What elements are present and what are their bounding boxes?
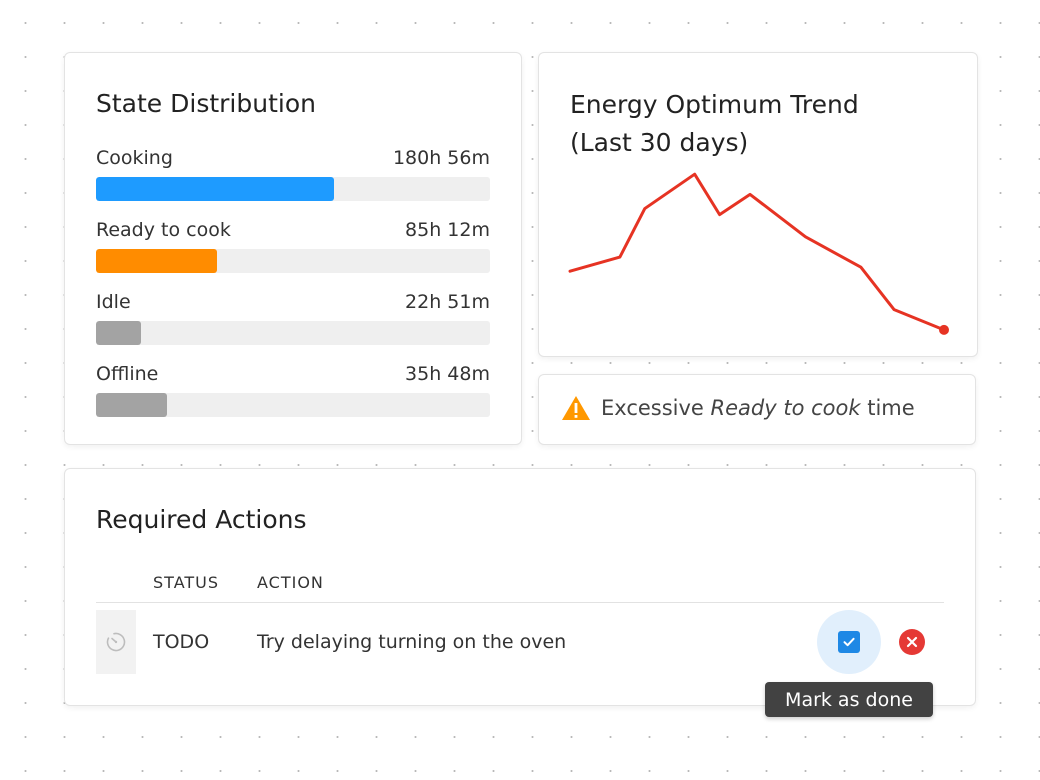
alert-message: Excessive Ready to cook time: [561, 395, 915, 421]
timer-icon: [106, 632, 126, 652]
state-duration: 180h 56m: [392, 147, 490, 169]
state-row-offline: Offline 35h 48m: [96, 363, 490, 417]
alert-text-after: time: [860, 396, 915, 420]
state-bar-track: [96, 249, 490, 273]
mark-as-done-tooltip: Mark as done: [765, 682, 933, 717]
checkbox-icon: [838, 631, 860, 653]
energy-trend-card: Energy Optimum Trend (Last 30 days): [538, 52, 978, 357]
state-distribution-card: State Distribution Cooking 180h 56m Read…: [64, 52, 522, 445]
state-label: Idle: [96, 291, 131, 313]
alert-text-emphasis: Ready to cook: [710, 396, 861, 420]
alert-card: Excessive Ready to cook time: [538, 374, 976, 445]
state-label: Ready to cook: [96, 219, 231, 241]
row-status: TODO: [153, 631, 210, 653]
row-icon-cell: [96, 610, 136, 674]
required-actions-card: Required Actions STATUS ACTION TODO Try …: [64, 468, 976, 706]
energy-trend-chart: [568, 172, 949, 335]
state-bar-track: [96, 177, 490, 201]
state-row-ready-to-cook: Ready to cook 85h 12m: [96, 219, 490, 273]
energy-trend-title: Energy Optimum Trend (Last 30 days): [570, 86, 859, 162]
state-bar-track: [96, 321, 490, 345]
state-bar-fill: [96, 177, 335, 201]
alert-text-before: Excessive: [601, 396, 711, 420]
state-label: Cooking: [96, 147, 173, 169]
mark-as-done-button[interactable]: [817, 610, 881, 674]
table-divider: [96, 602, 944, 603]
warning-icon: [562, 396, 590, 420]
required-actions-title: Required Actions: [96, 505, 307, 534]
state-bar-fill: [96, 249, 217, 273]
state-row-cooking: Cooking 180h 56m: [96, 147, 490, 201]
row-action: Try delaying turning on the oven: [257, 631, 567, 653]
state-duration: 85h 12m: [405, 219, 490, 241]
state-distribution-title: State Distribution: [96, 89, 316, 118]
state-duration: 35h 48m: [405, 363, 490, 385]
state-bar-fill: [96, 321, 141, 345]
state-duration: 22h 51m: [405, 291, 490, 313]
close-icon: [906, 636, 918, 648]
energy-trend-title-line2: (Last 30 days): [570, 128, 749, 157]
trend-series-line: [568, 172, 946, 332]
state-label: Offline: [96, 363, 159, 385]
trend-end-point: [939, 324, 949, 335]
state-bar-track: [96, 393, 490, 417]
dismiss-button[interactable]: [899, 629, 925, 655]
energy-trend-title-line1: Energy Optimum Trend: [570, 90, 859, 119]
column-header-status: STATUS: [153, 573, 220, 592]
column-header-action: ACTION: [257, 573, 324, 592]
state-row-idle: Idle 22h 51m: [96, 291, 490, 345]
state-bar-fill: [96, 393, 167, 417]
